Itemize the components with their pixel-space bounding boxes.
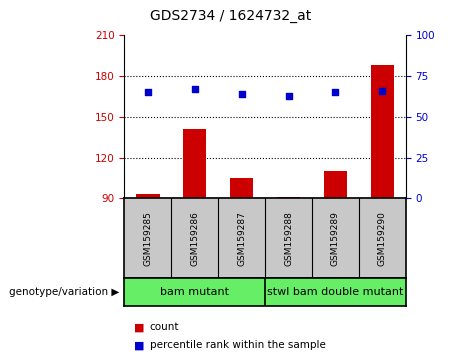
Point [285, 93, 292, 98]
Point [378, 88, 386, 93]
Bar [136, 194, 160, 198]
Text: percentile rank within the sample: percentile rank within the sample [150, 340, 326, 350]
Text: GSM159289: GSM159289 [331, 211, 340, 266]
Bar [277, 197, 300, 198]
Point [191, 86, 198, 92]
Text: stwl bam double mutant: stwl bam double mutant [267, 287, 403, 297]
Text: ■: ■ [134, 340, 144, 350]
Point [144, 90, 152, 95]
Text: bam mutant: bam mutant [160, 287, 229, 297]
Text: count: count [150, 322, 179, 332]
Point [238, 91, 245, 97]
Bar [371, 65, 394, 198]
Text: GSM159290: GSM159290 [378, 211, 387, 266]
Text: GDS2734 / 1624732_at: GDS2734 / 1624732_at [150, 9, 311, 23]
Text: GSM159285: GSM159285 [143, 211, 153, 266]
Text: GSM159288: GSM159288 [284, 211, 293, 266]
Bar [230, 178, 254, 198]
Point [332, 90, 339, 95]
Bar [183, 129, 207, 198]
Text: ■: ■ [134, 322, 144, 332]
Bar [324, 171, 347, 198]
Text: GSM159286: GSM159286 [190, 211, 199, 266]
Text: GSM159287: GSM159287 [237, 211, 246, 266]
Text: genotype/variation ▶: genotype/variation ▶ [10, 287, 120, 297]
